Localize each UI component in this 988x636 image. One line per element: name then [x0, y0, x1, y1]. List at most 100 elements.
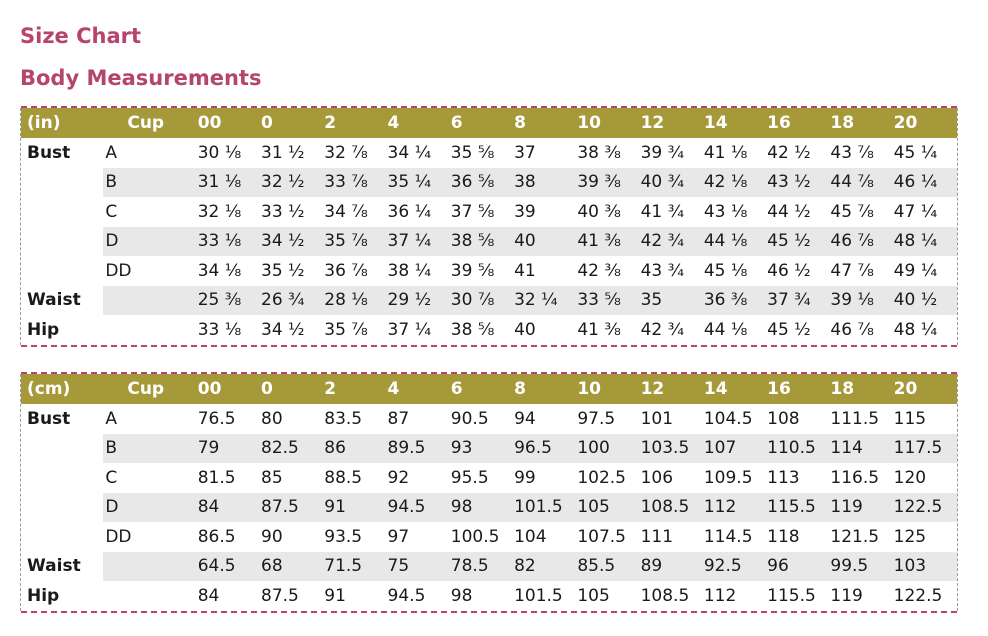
measurement-cell: 84	[197, 585, 220, 606]
measurement-cell: 79	[197, 433, 261, 463]
measurement-cell: 40 ⅜	[577, 201, 621, 222]
size-header: 0	[261, 374, 325, 404]
table-row: B 79 82.5 86 89.5 93 96.5 100 103.5 107 110.5 114 11…	[21, 433, 957, 463]
measurement-cell: 114	[830, 433, 894, 463]
measurement-cell: 42 ½	[767, 142, 811, 163]
measure-label: Waist	[27, 556, 81, 577]
measurement-cell: 92.5	[703, 551, 768, 581]
table-row: DD 34 ⅛ 35 ½ 36 ⅞ 38 ¼ 39 ⅝ 41 42 ⅜ 43 ¾ 45 ⅛ 46 ½…	[21, 256, 957, 286]
measurement-cell: 38	[514, 167, 578, 197]
measurement-cell: 45 ⅞	[830, 201, 874, 222]
measurement-cell: 101.5	[514, 492, 578, 522]
measurement-cell: 98	[450, 492, 515, 522]
measurement-cell: 45 ½	[767, 226, 831, 256]
page-title: Size Chart	[20, 24, 142, 48]
size-header: 18	[830, 108, 894, 138]
measurement-cell: 49 ¼	[893, 260, 938, 281]
cup-label: B	[103, 433, 198, 463]
measurement-cell: 85	[261, 467, 283, 488]
measurement-cell: 94	[514, 408, 536, 429]
measure-label: Hip	[27, 585, 60, 606]
measurement-cell: 34 ½	[261, 319, 305, 340]
measurement-cell: 28 ⅛	[324, 285, 388, 315]
measurement-cell: 41 ⅜	[577, 319, 621, 340]
size-header: 0	[261, 108, 325, 138]
table-row: C 81.5 85 88.5 92 95.5 99 102.5 106 109.5 113 116.5…	[21, 463, 957, 493]
measurement-cell: 36 ⅞	[324, 260, 368, 281]
measure-label	[21, 168, 103, 198]
measurement-cell: 31 ½	[261, 142, 305, 163]
measurement-cell: 48 ¼	[893, 226, 957, 256]
measurement-cell: 82	[514, 551, 578, 581]
measurement-cell: 93.5	[324, 526, 363, 547]
measurement-cell: 46 ⅞	[830, 226, 894, 256]
measurement-cell: 110.5	[767, 433, 831, 463]
size-header: 12	[640, 374, 704, 404]
measurement-cell: 45 ⅛	[703, 260, 748, 281]
header-row: (cm) Cup 00 0 2 4 6 8 10 12 14 16 18 20	[21, 374, 957, 404]
cup-label	[103, 285, 198, 315]
cup-header: Cup	[103, 108, 198, 138]
size-table-centimeters: (cm) Cup 00 0 2 4 6 8 10 12 14 16 18 20 Bust A 76.5 80 83…	[20, 372, 958, 612]
measurement-cell: 39	[514, 201, 536, 222]
measurement-cell: 47 ⅞	[830, 260, 874, 281]
measurement-cell: 64.5	[197, 551, 261, 581]
measurement-cell: 96.5	[514, 433, 578, 463]
measurement-cell: 37 ¼	[387, 319, 432, 340]
measurement-cell: 96	[767, 551, 831, 581]
measurement-cell: 125	[893, 526, 927, 547]
measurement-cell: 84	[197, 492, 261, 522]
measurement-cell: 87.5	[261, 492, 325, 522]
unit-header: (cm)	[21, 374, 104, 404]
measurement-cell: 42 ¾	[640, 319, 685, 340]
size-header: 10	[577, 374, 641, 404]
measurement-cell: 71.5	[324, 551, 388, 581]
measurement-cell: 35 ⅝	[450, 142, 495, 163]
measurement-cell: 75	[387, 551, 451, 581]
measurement-cell: 30 ⅛	[197, 142, 242, 163]
measurement-cell: 118	[767, 526, 800, 547]
measurement-cell: 94.5	[387, 585, 426, 606]
measurement-cell: 78.5	[450, 551, 515, 581]
measurement-cell: 107	[703, 433, 768, 463]
measurement-cell: 80	[261, 408, 283, 429]
measurement-cell: 39 ⅜	[577, 167, 641, 197]
cup-label: C	[105, 201, 118, 222]
measure-label	[21, 522, 103, 552]
measurement-cell: 36 ⅜	[703, 285, 768, 315]
measurement-cell: 92	[387, 467, 410, 488]
measurement-cell: 26 ¾	[261, 285, 325, 315]
unit-header: (in)	[21, 108, 104, 138]
measurement-cell: 91	[324, 585, 346, 606]
measurement-cell: 112	[703, 585, 737, 606]
measurement-cell: 37 ⅝	[450, 201, 495, 222]
measurement-cell: 91	[324, 492, 388, 522]
size-header: 6	[450, 108, 515, 138]
measure-label: Hip	[27, 319, 60, 340]
measurement-cell: 44 ⅞	[830, 167, 894, 197]
measurement-cell: 40	[514, 226, 578, 256]
measurement-cell: 108.5	[640, 492, 704, 522]
size-header: 6	[450, 374, 515, 404]
measurement-cell: 88.5	[324, 467, 363, 488]
cup-label: B	[103, 167, 198, 197]
measurement-cell: 95.5	[450, 467, 489, 488]
size-header: 8	[514, 374, 578, 404]
measurement-cell: 29 ½	[387, 285, 451, 315]
measurement-cell: 45 ¼	[893, 142, 938, 163]
measure-label	[21, 197, 103, 227]
measurement-cell: 116.5	[830, 467, 880, 488]
measurement-cell: 32 ½	[261, 167, 325, 197]
measurement-cell: 34 ½	[261, 226, 325, 256]
cup-label: C	[105, 467, 118, 488]
measurement-cell: 36 ⅝	[450, 167, 515, 197]
measurement-cell: 25 ⅜	[197, 285, 261, 315]
measurement-cell: 83.5	[324, 408, 363, 429]
cup-label	[103, 315, 197, 345]
measurement-cell: 122.5	[893, 492, 957, 522]
table-row: Bust A 30 ⅛ 31 ½ 32 ⅞ 34 ¼ 35 ⅝ 37 38 ⅜ 39 ¾ 41 ⅛ 4…	[21, 138, 957, 168]
measurement-cell: 94.5	[387, 492, 451, 522]
measurement-cell: 103.5	[640, 433, 704, 463]
